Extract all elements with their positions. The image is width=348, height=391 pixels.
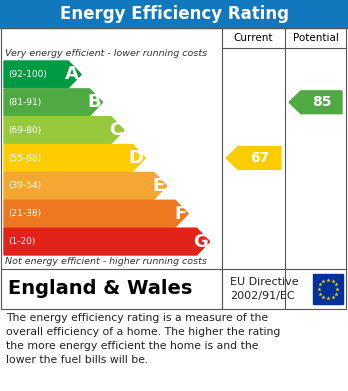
Text: (92-100): (92-100) [8, 70, 47, 79]
Text: 67: 67 [250, 151, 269, 165]
Text: D: D [128, 149, 143, 167]
Text: (39-54): (39-54) [8, 181, 41, 190]
Text: G: G [193, 233, 208, 251]
Text: Current: Current [234, 33, 273, 43]
Polygon shape [4, 117, 124, 143]
Text: EU Directive
2002/91/EC: EU Directive 2002/91/EC [230, 277, 299, 301]
Text: Not energy efficient - higher running costs: Not energy efficient - higher running co… [5, 257, 207, 266]
Polygon shape [4, 172, 167, 199]
Polygon shape [4, 228, 209, 255]
Text: 85: 85 [312, 95, 331, 109]
Text: (1-20): (1-20) [8, 237, 35, 246]
Text: (69-80): (69-80) [8, 126, 41, 135]
Text: Very energy efficient - lower running costs: Very energy efficient - lower running co… [5, 49, 207, 58]
Polygon shape [226, 147, 281, 169]
Polygon shape [4, 61, 81, 88]
Text: B: B [87, 93, 101, 111]
Polygon shape [289, 91, 342, 114]
Polygon shape [4, 200, 188, 227]
Text: Energy Efficiency Rating: Energy Efficiency Rating [60, 5, 288, 23]
Text: Potential: Potential [293, 33, 339, 43]
Text: (55-68): (55-68) [8, 154, 41, 163]
Text: A: A [65, 65, 79, 83]
Bar [0, 0, 348, 28]
Text: (81-91): (81-91) [8, 98, 41, 107]
Text: E: E [152, 177, 165, 195]
Polygon shape [4, 89, 103, 116]
Text: England & Wales: England & Wales [8, 280, 192, 298]
Text: C: C [109, 121, 122, 139]
Text: (21-38): (21-38) [8, 209, 41, 218]
Bar [313, 274, 343, 304]
Text: F: F [174, 205, 186, 223]
Text: The energy efficiency rating is a measure of the
overall efficiency of a home. T: The energy efficiency rating is a measur… [6, 313, 280, 365]
Polygon shape [4, 145, 145, 171]
Bar [1, 28, 346, 309]
